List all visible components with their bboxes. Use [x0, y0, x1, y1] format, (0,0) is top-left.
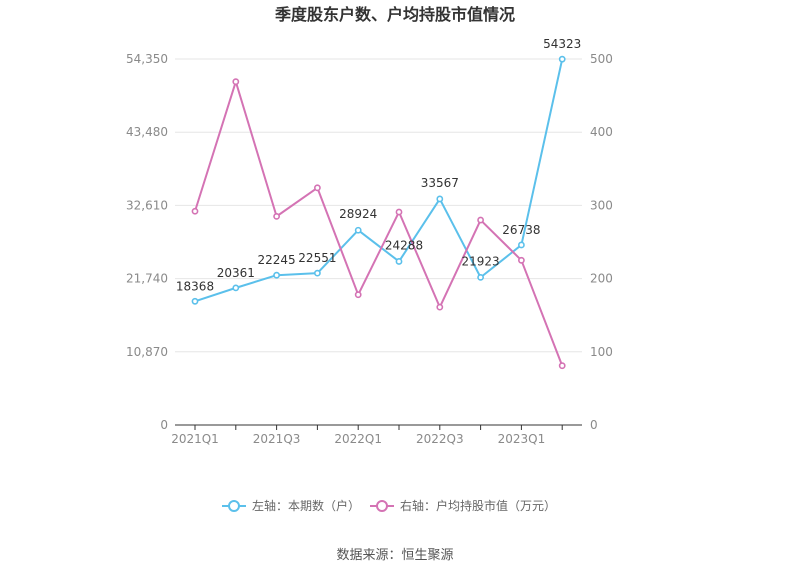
- series-1-point: [273, 271, 280, 279]
- series-2-point: [232, 78, 240, 86]
- source-note: 数据来源：恒生聚源: [336, 548, 453, 563]
- x-tick-label: 2021Q3: [253, 432, 301, 446]
- grid-layer: [175, 58, 582, 353]
- data-label: 24288: [385, 238, 423, 252]
- series-2-point: [558, 362, 566, 370]
- y-right-tick-label: 100: [590, 345, 613, 359]
- y-left-tick-label: 21,740: [126, 272, 168, 286]
- series-1-point: [395, 258, 403, 265]
- series-2-point: [191, 207, 199, 215]
- series-1-point: [354, 226, 362, 234]
- x-tick-label: 2023Q1: [498, 432, 546, 446]
- series-2-point: [436, 303, 444, 311]
- legend-label: 右轴：户均持股市值（万元）: [400, 498, 556, 513]
- legend: 左轴：本期数（户） 右轴：户均持股市值（万元）: [222, 498, 556, 513]
- y-right-tick-label: 500: [590, 52, 613, 66]
- legend-label: 左轴：本期数（户）: [252, 498, 360, 513]
- series-1-point: [191, 297, 199, 305]
- y-right-tick-label: 0: [590, 418, 598, 432]
- y-right-tick-label: 200: [590, 272, 613, 286]
- data-label: 22551: [298, 251, 336, 265]
- y-left-tick-label: 10,870: [126, 345, 168, 359]
- series-2-point: [518, 256, 525, 264]
- legend-swatch-marker: [376, 500, 388, 512]
- series-1-point: [558, 55, 566, 63]
- series-line-2: [194, 80, 564, 367]
- x-tick-label: 2022Q3: [416, 432, 464, 446]
- series-1-point: [313, 269, 321, 277]
- y-left-tick-label: 0: [160, 418, 168, 432]
- series-1-point: [436, 195, 444, 203]
- series-2-point: [273, 212, 280, 220]
- y-left-tick-label: 32,610: [126, 198, 168, 212]
- data-label: 21923: [462, 254, 500, 268]
- y-left-tick-label: 43,480: [126, 125, 168, 139]
- data-label: 26738: [502, 223, 540, 237]
- series-1-point: [518, 241, 525, 249]
- series-layer: [191, 55, 566, 370]
- data-label: 22245: [258, 253, 296, 267]
- series-1-point: [477, 273, 484, 281]
- data-label: 28924: [339, 207, 377, 221]
- series-2-point: [354, 291, 362, 299]
- y-right-tick-label: 400: [590, 125, 613, 139]
- data-label: 33567: [421, 176, 459, 190]
- x-tick-label: 2022Q1: [334, 432, 382, 446]
- x-tick-label: 2021Q1: [171, 432, 219, 446]
- chart-title: 季度股东户数、户均持股市值情况: [274, 5, 515, 24]
- axis-layer: 0 0 10,870 100 21,740 200 32,610 300 43,480 400 54…: [126, 52, 613, 446]
- series-1-point: [232, 284, 240, 292]
- data-label: 54323: [543, 37, 581, 51]
- y-left-tick-label: 54,350: [126, 52, 168, 66]
- data-label: 18368: [176, 279, 214, 293]
- y-right-tick-label: 300: [590, 198, 613, 212]
- data-label: 20361: [217, 266, 255, 280]
- series-2-point: [477, 216, 484, 224]
- series-2-point: [313, 184, 321, 192]
- series-2-point: [395, 208, 403, 216]
- series-line-1: [194, 58, 564, 303]
- legend-swatch-marker: [228, 500, 240, 512]
